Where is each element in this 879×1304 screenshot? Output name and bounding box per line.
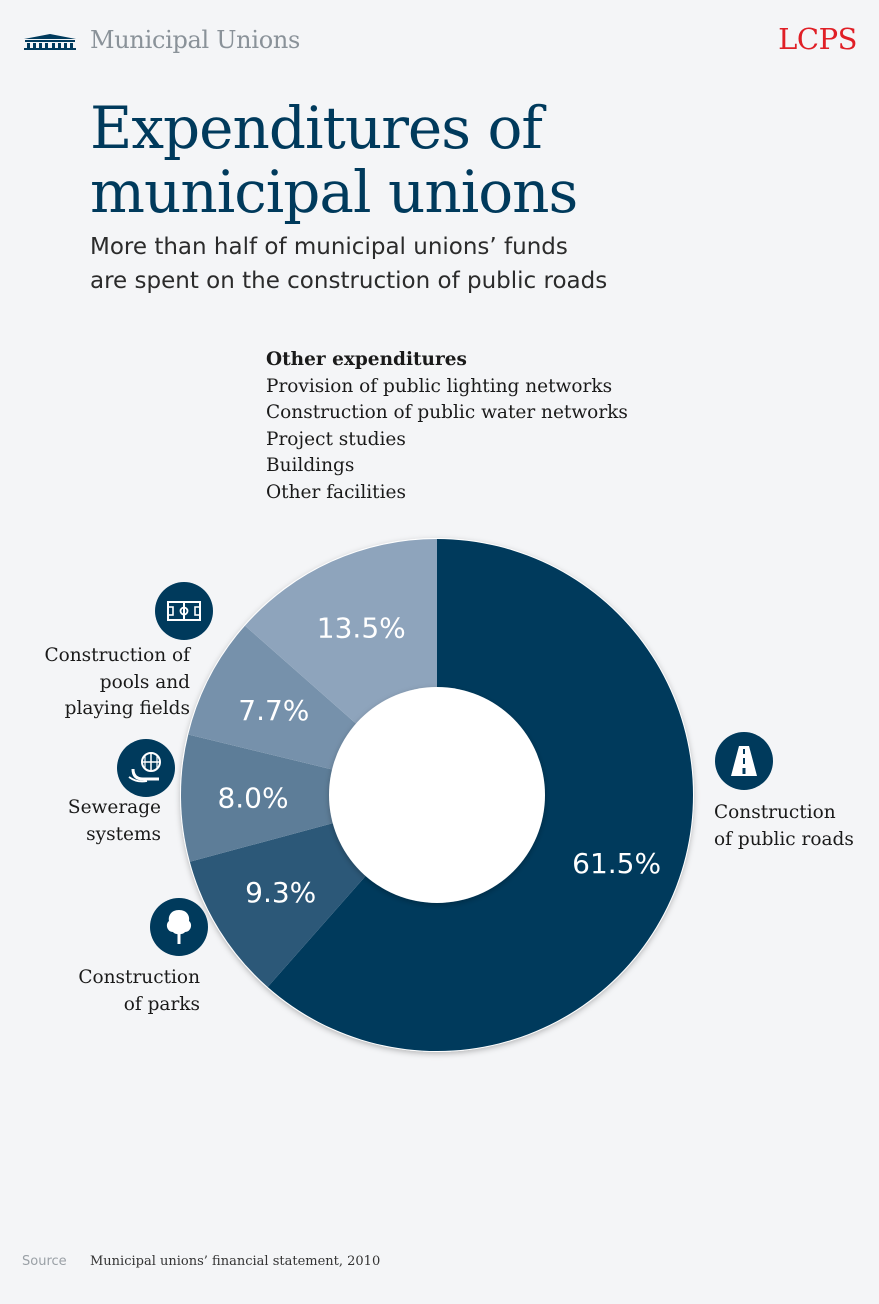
label-line: of public roads (714, 828, 854, 850)
other-expenditures-list: Other expenditures Provision of public l… (266, 347, 628, 506)
tree-icon (150, 898, 208, 956)
title-line: Expenditures of (90, 94, 543, 162)
sewer-pipe-icon (117, 739, 175, 797)
slice-value-label: 13.5% (317, 611, 406, 644)
other-expenditures-item: Provision of public lighting networks (266, 375, 613, 397)
slice-value-label: 61.5% (572, 847, 661, 880)
label-line: systems (86, 823, 161, 845)
page-subtitle: More than half of municipal unions’ fund… (90, 230, 810, 298)
slice-value-label: 7.7% (238, 694, 309, 727)
label-roads: Construction of public roads (714, 800, 854, 853)
title-line: municipal unions (90, 158, 578, 226)
other-expenditures-item: Construction of public water networks (266, 402, 628, 423)
source-label: Source (22, 1254, 67, 1269)
brand-logo: LCPS (778, 22, 857, 56)
donut-slice (181, 734, 437, 862)
donut-hole (329, 687, 545, 903)
other-expenditures-item: Project studies (266, 428, 406, 450)
playing-field-icon (155, 582, 213, 640)
label-parks: Construction of parks (78, 965, 200, 1018)
label-line: of parks (123, 993, 200, 1015)
subtitle-line: are spent on the construction of public … (90, 268, 608, 294)
source-text: Municipal unions’ financial statement, 2… (90, 1254, 381, 1269)
other-expenditures-item: Other facilities (266, 481, 406, 503)
label-line: Construction (78, 967, 200, 988)
other-expenditures-item: Buildings (266, 455, 355, 476)
building-columns-icon (24, 34, 76, 50)
subtitle-line: More than half of municipal unions’ fund… (90, 234, 568, 260)
label-line: playing fields (64, 698, 190, 719)
label-sewerage: Sewerage systems (68, 795, 161, 848)
slice-value-label: 9.3% (245, 876, 316, 909)
other-expenditures-title: Other expenditures (266, 349, 467, 370)
section-title: Municipal Unions (90, 26, 301, 54)
label-line: pools and (99, 671, 190, 693)
page-title: Expenditures of municipal unions (90, 96, 790, 224)
label-line: Construction of (44, 645, 190, 666)
label-line: Sewerage (67, 797, 161, 818)
label-line: Construction (714, 802, 836, 823)
road-icon (715, 732, 773, 790)
label-pools: Construction of pools and playing fields (44, 643, 190, 723)
slice-value-label: 8.0% (217, 781, 288, 814)
